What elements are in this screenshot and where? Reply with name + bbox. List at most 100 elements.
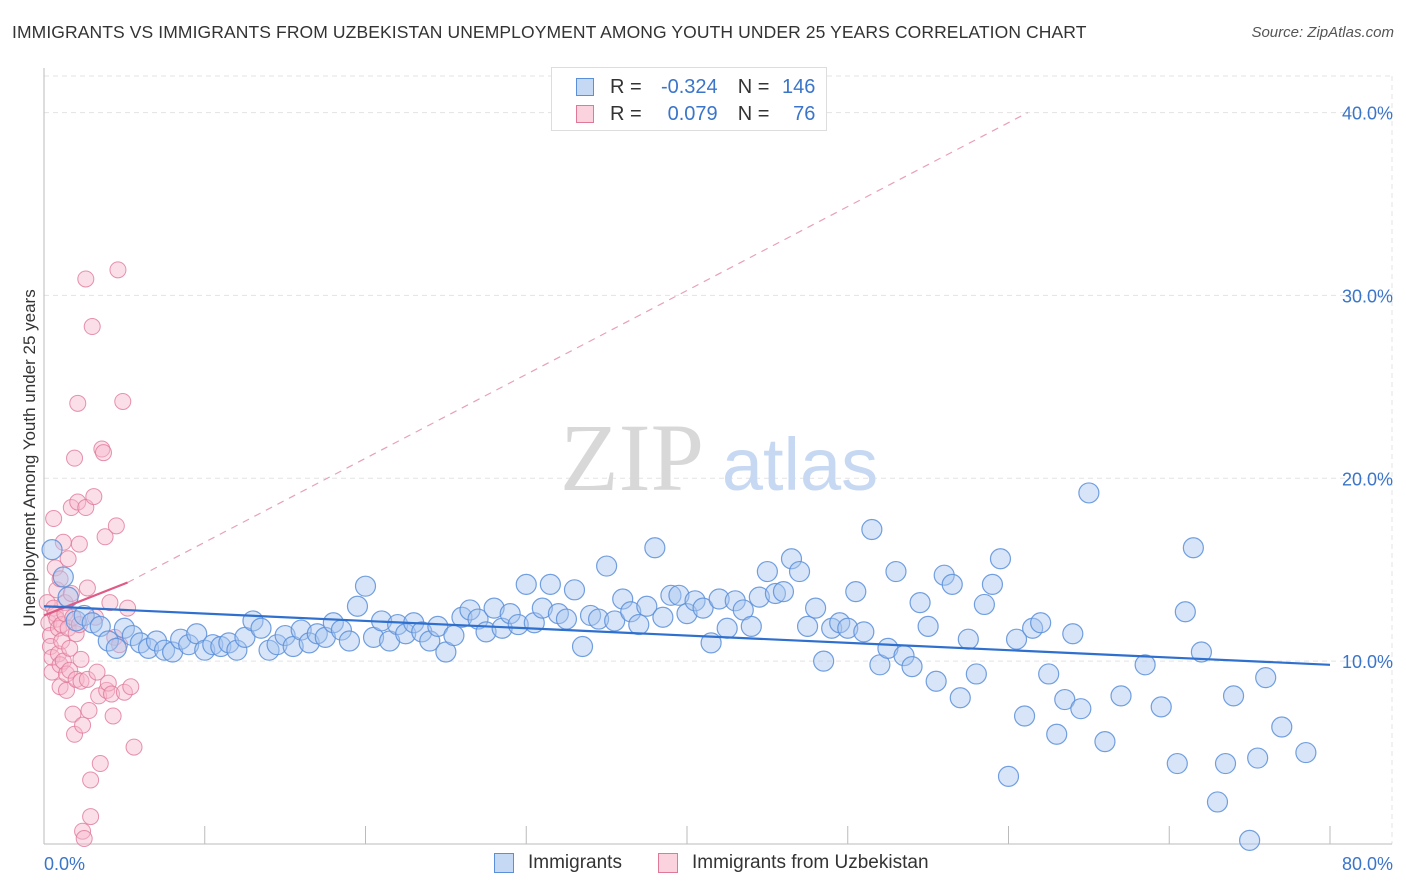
y-tick-label: 20.0% [1342, 469, 1393, 489]
uzbekistan-point [72, 650, 90, 668]
immigrants-point [837, 617, 859, 639]
immigrants-point [1030, 612, 1052, 634]
immigrants-point [925, 670, 947, 692]
immigrants-point [483, 597, 505, 619]
immigrants-point [756, 560, 778, 583]
immigrants-point [604, 610, 626, 632]
immigrants-point [178, 634, 200, 656]
immigrants-point [153, 639, 176, 661]
immigrants-point [1222, 685, 1245, 707]
immigrants-point [250, 617, 272, 639]
immigrants-point [387, 613, 409, 636]
uzbekistan-point [94, 444, 112, 462]
immigrants-point [973, 593, 995, 616]
uzbekistan-point [101, 594, 119, 612]
uzbekistan-point [74, 716, 92, 734]
immigrants-point [660, 584, 682, 606]
uzbekistan-point [77, 270, 95, 288]
legend-swatch-uzbekistan [658, 853, 678, 873]
immigrants-point [692, 597, 714, 619]
watermark-atlas: atlas [722, 423, 878, 506]
uzbekistan-point [96, 528, 114, 546]
immigrants-point [121, 624, 144, 647]
axes [43, 68, 1392, 845]
legend-swatch-immigrants [494, 853, 514, 873]
chart-title: IMMIGRANTS VS IMMIGRANTS FROM UZBEKISTAN… [12, 22, 1087, 42]
immigrants-point [1295, 741, 1317, 764]
x-tick-label: 80.0% [1342, 854, 1393, 874]
immigrants-point [467, 608, 489, 630]
immigrants-point [740, 615, 762, 638]
immigrants-point [845, 581, 867, 603]
uzbekistan-point [125, 738, 143, 756]
immigrants-point [949, 687, 971, 709]
immigrants-point [113, 617, 135, 639]
immigrants-point [1150, 696, 1172, 718]
legend-r-label: R = [610, 75, 642, 98]
legend-label-uzbekistan: Immigrants from Uzbekistan [692, 852, 929, 873]
legend-r-value: 0.079 [667, 102, 718, 125]
immigrants-point [676, 602, 698, 625]
uzbekistan-point [107, 517, 125, 535]
immigrants-point [708, 588, 730, 610]
uzbekistan-point [59, 550, 77, 568]
uzbekistan-point [80, 702, 98, 720]
immigrants-point [1247, 747, 1269, 769]
immigrants-point [1070, 698, 1092, 720]
immigrants-point [451, 606, 473, 628]
immigrants-point [1174, 601, 1196, 623]
uzbekistan-point [114, 392, 132, 410]
x-tick-label: 0.0% [44, 854, 85, 874]
legend-row-uzbekistan: R = 0.079 N = 76 [576, 101, 815, 127]
watermark-zip: ZIP [560, 404, 704, 511]
immigrants-point [1013, 705, 1036, 727]
legend-r-label: R = [610, 102, 642, 125]
legend-label-immigrants: Immigrants [528, 852, 622, 873]
immigrants-point [861, 518, 883, 541]
uzbekistan-point [48, 581, 66, 599]
legend-item-immigrants[interactable]: Immigrants [494, 852, 622, 874]
immigrants-point [507, 613, 529, 636]
immigrants-point [73, 604, 95, 627]
immigrants-point [716, 617, 738, 639]
immigrants-point [1046, 723, 1068, 745]
tick-labels: 10.0% 20.0% 30.0% 40.0% 0.0% 80.0% [44, 104, 1393, 874]
uzbekistan-point [66, 449, 84, 467]
legend-n-label: N = [737, 102, 770, 125]
immigrants-point [346, 595, 369, 617]
immigrants-point [411, 621, 433, 643]
immigrants-point [1166, 752, 1188, 775]
uzbekistan-point [72, 672, 90, 690]
immigrants-point [571, 635, 594, 658]
immigrants-point [1005, 628, 1028, 650]
immigrants-point [52, 566, 74, 588]
uzbekistan-point [61, 661, 79, 679]
uzbekistan-point [104, 707, 122, 725]
immigrants-point [427, 615, 449, 638]
watermark: ZIP atlas [560, 404, 878, 511]
immigrants-trend-line [43, 605, 1331, 666]
legend-swatch-immigrants [576, 78, 594, 96]
immigrants-point [587, 608, 610, 630]
immigrants-point [1054, 688, 1076, 711]
immigrants-point [853, 621, 875, 643]
legend-item-uzbekistan[interactable]: Immigrants from Uzbekistan [658, 852, 929, 874]
immigrants-point [1038, 663, 1060, 685]
immigrants-point [957, 628, 979, 650]
uzbekistan-point [91, 755, 109, 773]
uzbekistan-point [46, 559, 64, 577]
immigrants-point [202, 634, 224, 656]
immigrants-point [1182, 537, 1204, 559]
source-label: Source: ZipAtlas.com [1251, 24, 1394, 41]
uzbekistan-point [82, 771, 100, 789]
immigrants-point [338, 630, 361, 652]
immigrants-point [97, 630, 119, 652]
immigrants-point [885, 560, 907, 583]
immigrants-point [1190, 641, 1213, 663]
immigrants-point [764, 582, 787, 605]
immigrants-point [515, 573, 537, 595]
immigrants-point [997, 765, 1020, 787]
uzbekistan-point [75, 830, 93, 848]
legend-swatch-uzbekistan [576, 105, 594, 123]
immigrants-point [636, 595, 658, 617]
